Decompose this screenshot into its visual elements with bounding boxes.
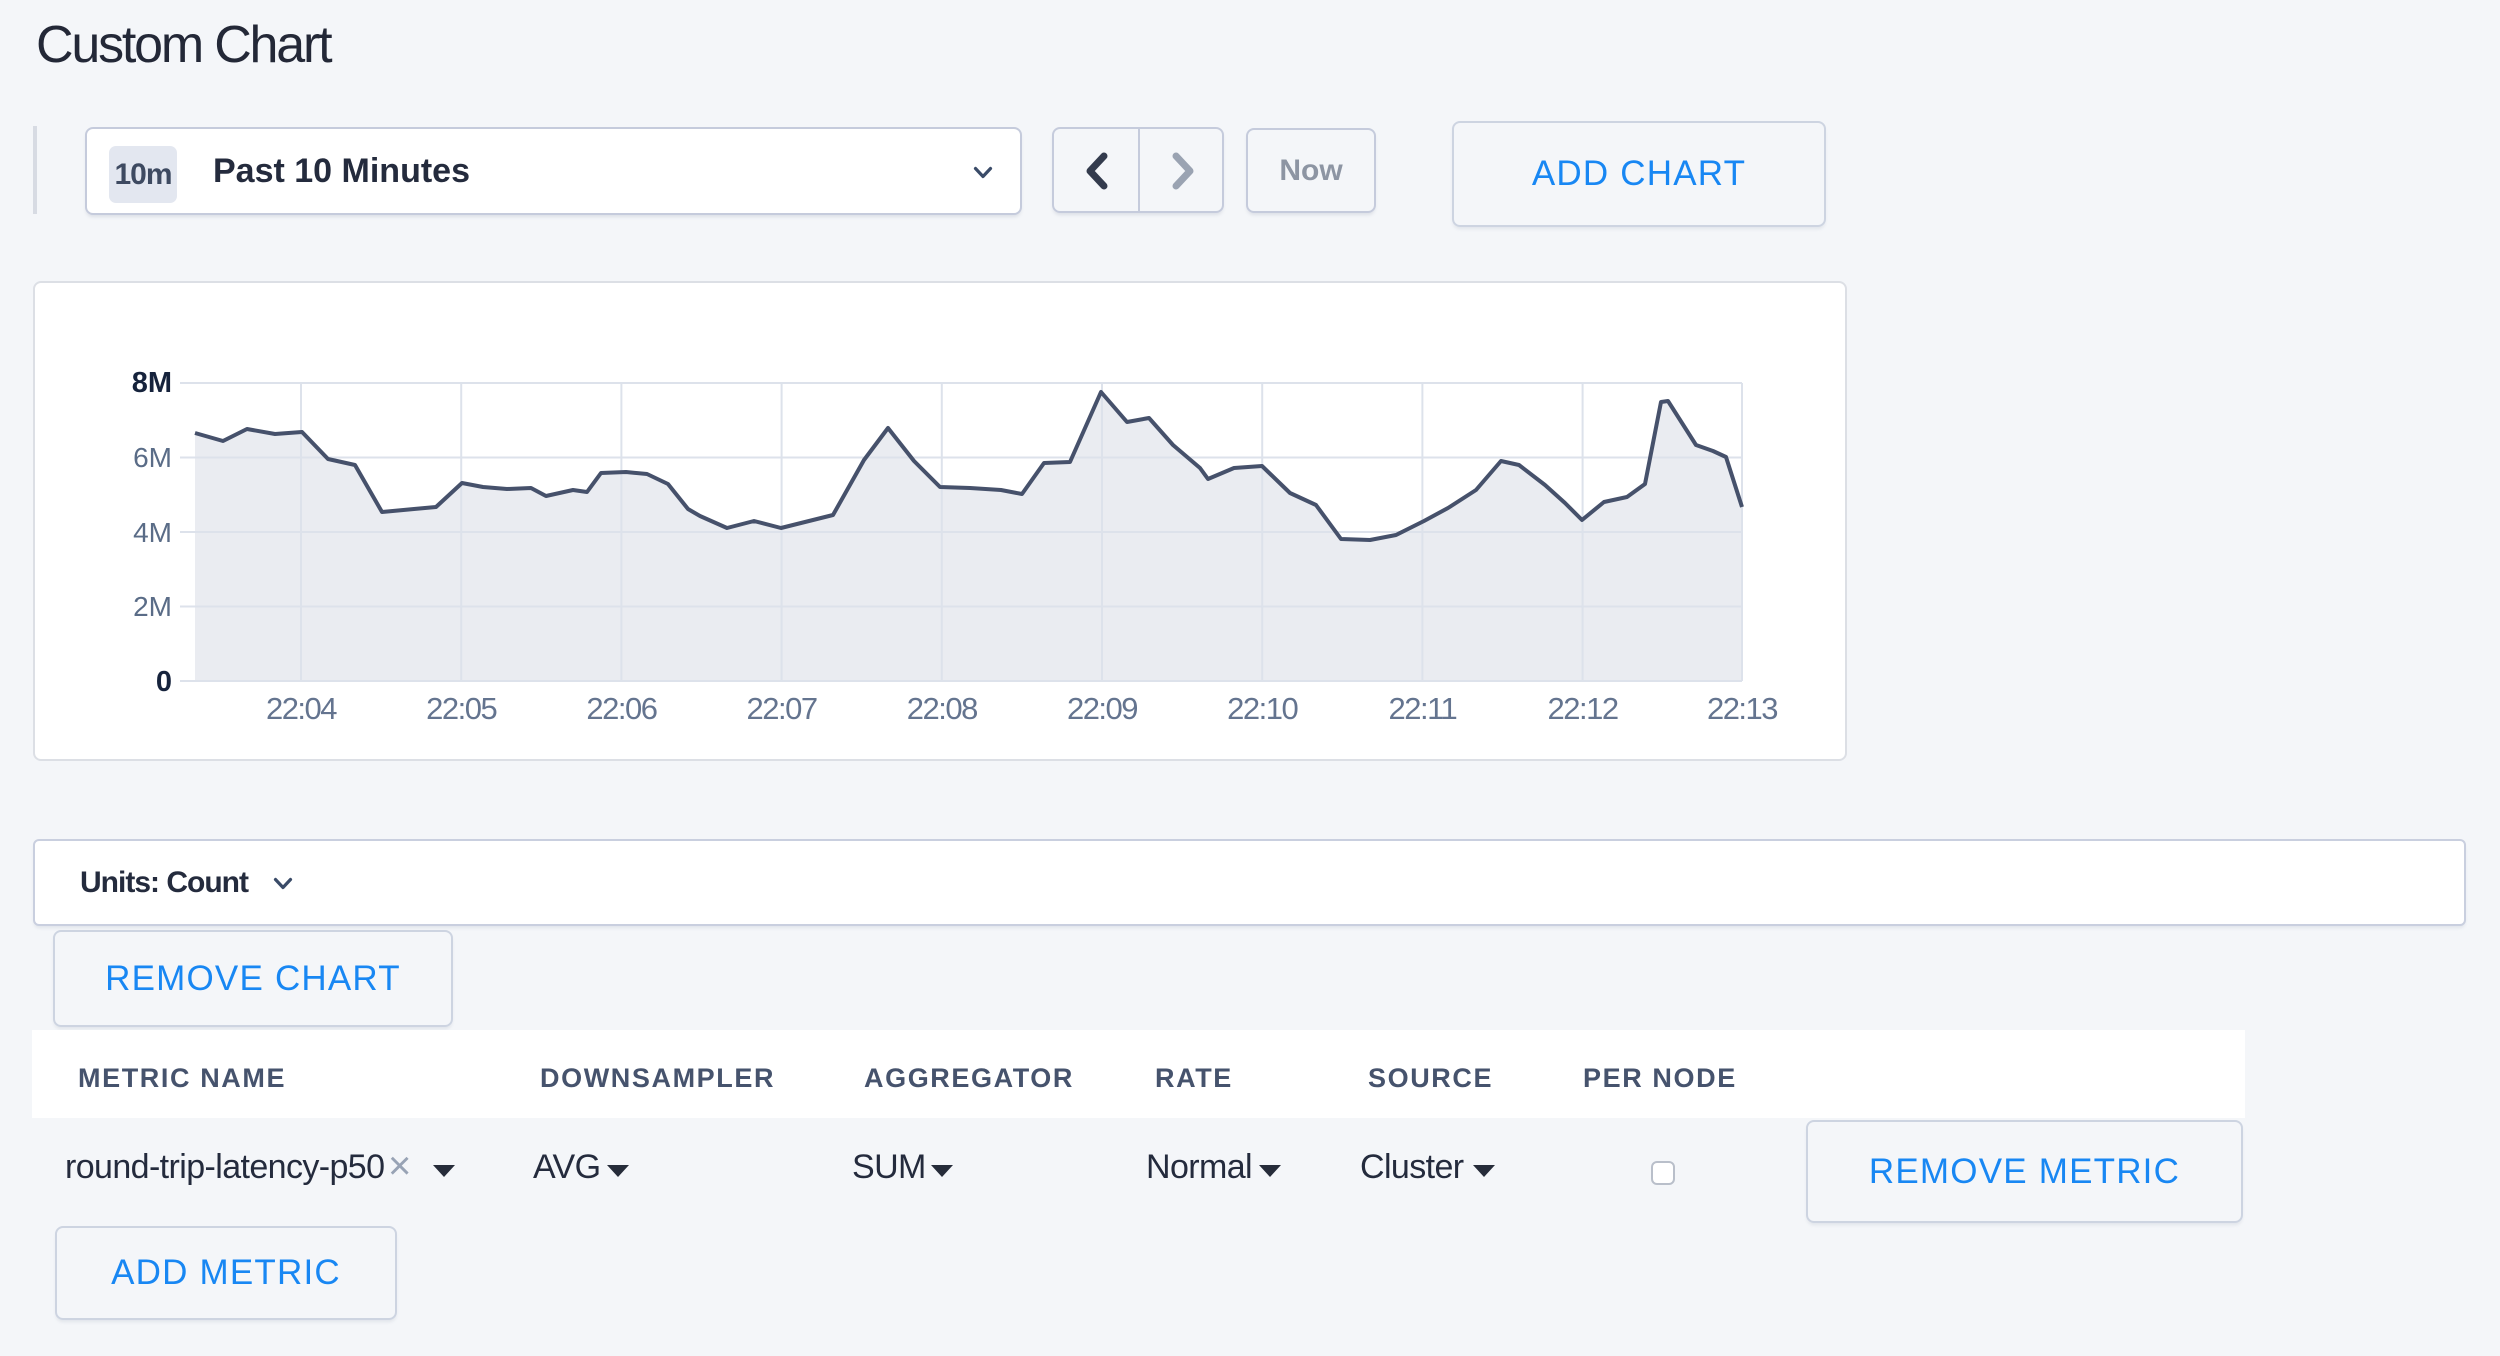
svg-text:22:10: 22:10 — [1227, 691, 1298, 726]
svg-text:0: 0 — [156, 666, 172, 698]
svg-text:22:09: 22:09 — [1067, 691, 1137, 726]
svg-text:22:11: 22:11 — [1389, 691, 1457, 726]
svg-text:22:06: 22:06 — [586, 691, 656, 726]
svg-text:6M: 6M — [133, 442, 172, 473]
svg-text:22:13: 22:13 — [1707, 691, 1777, 726]
svg-text:22:05: 22:05 — [426, 691, 496, 726]
svg-text:2M: 2M — [133, 591, 172, 622]
svg-text:22:04: 22:04 — [266, 691, 337, 726]
svg-text:22:07: 22:07 — [747, 691, 817, 726]
svg-text:8M: 8M — [132, 367, 172, 399]
svg-text:4M: 4M — [133, 517, 172, 548]
svg-text:22:08: 22:08 — [907, 691, 977, 726]
svg-text:22:12: 22:12 — [1548, 691, 1618, 726]
